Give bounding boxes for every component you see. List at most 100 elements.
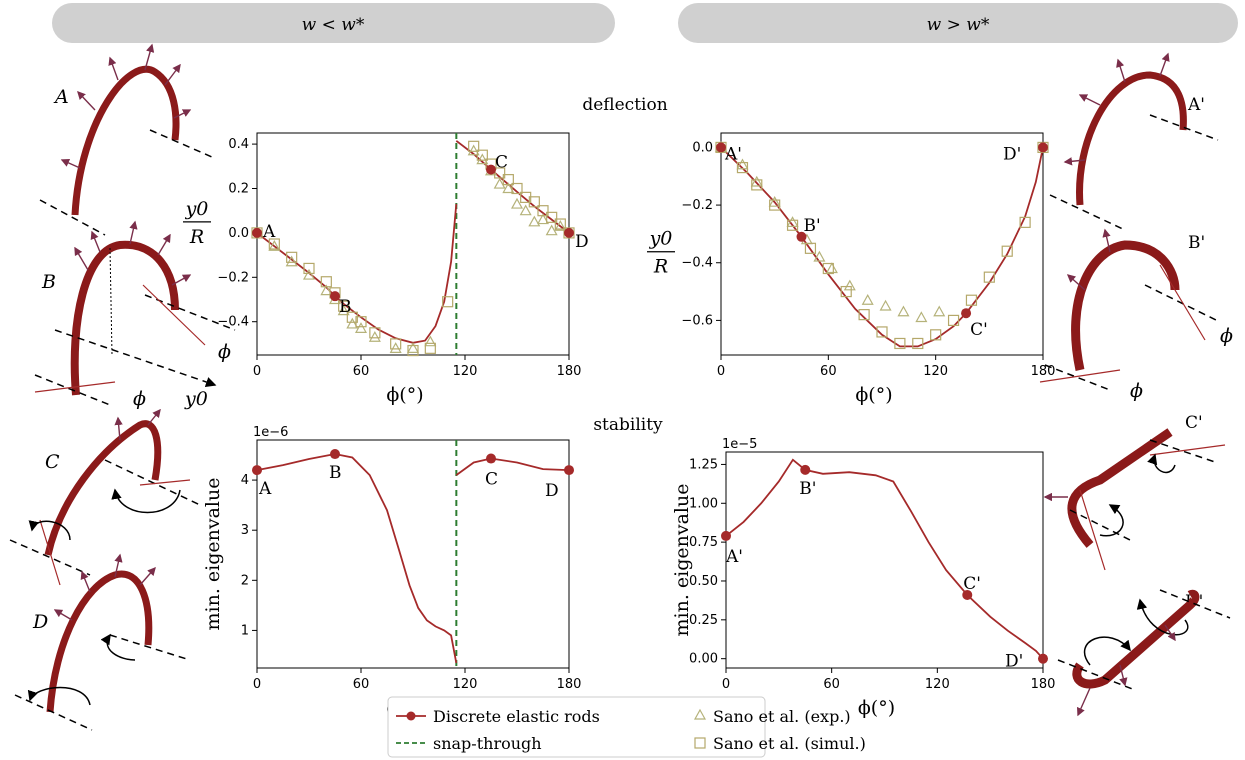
legend-label-sim: Sano et al. (simul.) xyxy=(713,734,866,753)
rod-B-twist-line-bottom xyxy=(34,381,116,393)
rod-sketch-D-prime: D' xyxy=(1057,589,1231,717)
section-title-stability: stability xyxy=(593,415,663,435)
key-point-label: D xyxy=(545,481,559,501)
marker-sano-simul xyxy=(546,211,558,223)
marker-sano-simul xyxy=(769,199,781,211)
rod-A-normal-arrow xyxy=(60,159,81,169)
y-tick-label: 1 xyxy=(241,623,249,638)
key-point-label: B xyxy=(339,297,352,317)
marker-sano-simul xyxy=(268,238,280,250)
chart-stability-right: 0 60 120 180 1.25 1.00 0.75 0.50 0.25 0.00 ϕ(°) min… xyxy=(671,437,1055,719)
rod-B-deflection-guide xyxy=(109,247,113,356)
marker-sano-exp xyxy=(545,224,558,236)
rod-A-prime-body xyxy=(1076,71,1187,206)
legend-swatch-triangle xyxy=(693,708,707,720)
x-tick-label: 120 xyxy=(453,364,478,379)
rod-B-clamp-bottom xyxy=(34,374,111,406)
rod-A-normal-arrow xyxy=(164,63,181,86)
key-point-marker xyxy=(330,291,340,302)
y-tick-label: 1.00 xyxy=(689,496,718,511)
key-point-label: C' xyxy=(963,574,981,594)
rod-label-C-prime: C' xyxy=(1185,413,1203,433)
rod-B-prime-phi-top: ϕ xyxy=(1220,325,1233,347)
rod-sketch-A-prime: A' xyxy=(1049,52,1219,231)
key-point-label: A xyxy=(258,479,272,499)
rod-D-prime-normal-arrow xyxy=(1077,687,1091,717)
rod-C-prime-twist-line xyxy=(1079,489,1106,571)
rod-A-normal-arrow xyxy=(108,56,119,81)
legend-label-der: Discrete elastic rods xyxy=(433,707,600,726)
key-point-marker xyxy=(796,231,807,242)
marker-sano-exp xyxy=(320,284,333,296)
marker-sano-simul xyxy=(407,344,419,357)
chart-deflection-left: 0 60 120 180 0.4 0.2 0.0 −0.2 −0.4 ϕ(°) y0 R A B C D xyxy=(183,132,589,406)
rod-B-prime-twist-line-bottom xyxy=(1039,369,1121,383)
y-tick-label: 0.2 xyxy=(228,182,249,197)
y-axis-label: min. eigenvalue xyxy=(202,478,224,631)
chart-deflection-right: 0 60 120 180 0.0 −0.2 −0.4 −0.6 ϕ(°) y0 R A' B' C' D' xyxy=(647,132,1055,406)
plot-frame xyxy=(720,132,1044,356)
key-point-marker xyxy=(721,530,731,541)
y-tick-label: −0.2 xyxy=(681,198,713,213)
rod-C-normal-arrow xyxy=(114,416,123,441)
marker-sano-exp xyxy=(406,342,420,353)
legend-label-exp: Sano et al. (exp.) xyxy=(713,707,851,726)
series-line-discrete-elastic-rods xyxy=(455,457,570,476)
marker-sano-exp xyxy=(368,331,381,342)
pill-left-background xyxy=(52,3,615,43)
rod-B-normal-arrow xyxy=(171,274,192,286)
x-tick-label: 60 xyxy=(353,677,370,692)
marker-sano-simul xyxy=(286,251,298,263)
rod-D-prime-clamp-top xyxy=(1159,589,1231,619)
rod-D-normal-arrow xyxy=(53,609,73,621)
y-tick-label: −0.6 xyxy=(681,313,713,328)
key-point-label: B xyxy=(329,463,342,483)
rod-label-A: A xyxy=(53,86,69,108)
rod-label-D: D xyxy=(32,611,48,633)
rod-sketch-C: C xyxy=(9,408,201,586)
rod-B-twist-line xyxy=(142,284,206,346)
y-tick-label: 0.50 xyxy=(689,574,718,589)
rod-A-normal-arrow xyxy=(144,43,155,71)
marker-sano-simul xyxy=(355,316,367,328)
y-tick-label: −0.4 xyxy=(681,256,713,271)
marker-sano-simul xyxy=(369,327,381,339)
legend: Discrete elastic rods snap-through Sano … xyxy=(387,696,866,758)
key-point-marker xyxy=(252,465,262,476)
series-line-discrete-elastic-rods xyxy=(256,203,458,344)
x-axis-label: ϕ(°) xyxy=(855,384,892,406)
marker-sano-simul xyxy=(442,296,454,308)
marker-sano-exp xyxy=(510,197,524,209)
rod-C-twist-line-top xyxy=(139,479,191,486)
marker-sano-exp xyxy=(528,215,541,227)
y-tick-label: 2 xyxy=(241,573,249,588)
key-point-label: A' xyxy=(725,547,743,567)
marker-sano-simul xyxy=(390,338,402,350)
y-tick-label: 0.00 xyxy=(689,652,718,667)
rod-B-y0: y0 xyxy=(184,388,208,410)
rod-A-prime-normal-arrow xyxy=(1159,52,1170,77)
y-axis-label-numerator: y0 xyxy=(649,228,673,250)
x-tick-label: 0 xyxy=(722,677,730,692)
rod-C-rotation-arrow xyxy=(111,488,181,514)
key-point-label: B' xyxy=(804,216,821,236)
rod-D-prime-normal-arrow xyxy=(1164,624,1176,642)
marker-sano-exp xyxy=(879,299,892,311)
marker-sano-simul xyxy=(736,161,749,174)
marker-sano-simul xyxy=(303,262,315,275)
x-tick-label: 180 xyxy=(557,364,582,379)
rod-B-normal-arrow xyxy=(157,233,171,256)
y-tick-label: 0.4 xyxy=(228,137,249,152)
rod-A-prime-normal-arrow xyxy=(1116,58,1126,83)
rod-A-prime-clamp-bottom xyxy=(1049,194,1126,231)
marker-sano-simul xyxy=(912,337,924,350)
key-point-label: D xyxy=(575,232,589,252)
y-tick-label: −0.2 xyxy=(217,270,249,285)
marker-sano-simul xyxy=(476,149,488,161)
marker-sano-simul xyxy=(554,218,566,230)
pill-right-label: w > w* xyxy=(927,15,990,35)
marker-sano-simul xyxy=(751,179,763,191)
rod-B-prime-normal-arrow xyxy=(1102,228,1111,253)
rod-sketch-A: A xyxy=(39,43,213,236)
